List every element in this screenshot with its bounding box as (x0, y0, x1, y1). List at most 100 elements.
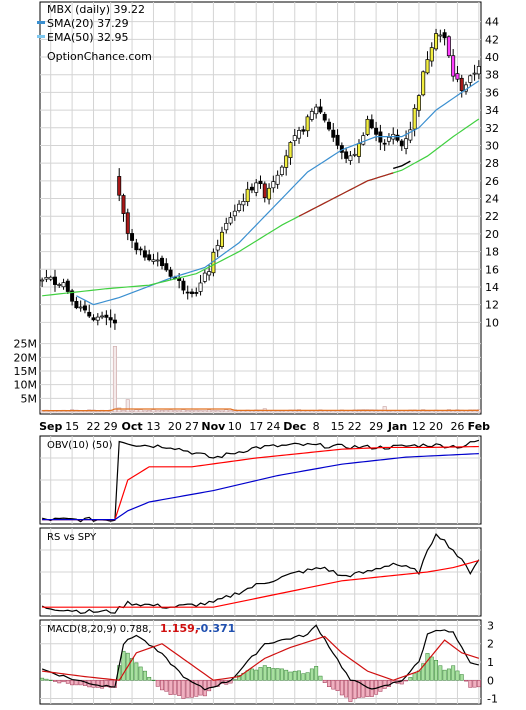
macd-histogram-bar (357, 680, 361, 698)
volume-bar (207, 409, 212, 413)
macd-histogram-bar (309, 668, 314, 681)
x-axis-label: 26 (450, 420, 464, 433)
candle-body (416, 95, 421, 111)
volume-bar (130, 410, 135, 413)
candle-body (138, 248, 143, 251)
candle-body (352, 153, 357, 156)
candle-body (155, 259, 160, 262)
macd-histogram-bar (382, 680, 387, 689)
macd-histogram-bar (237, 674, 242, 681)
candle-body (70, 290, 75, 302)
candle-body (95, 316, 100, 321)
candle-body (361, 135, 366, 145)
price-y-tick-label: 42 (485, 33, 499, 46)
macd-histogram-bar (352, 680, 357, 700)
macd-histogram-bar (348, 680, 353, 702)
volume-average-line (42, 408, 479, 412)
volume-bar (172, 410, 177, 413)
macd-histogram-bar (48, 679, 53, 681)
macd-histogram-bar (70, 680, 75, 686)
macd-signal-line (42, 635, 480, 681)
candle-body (288, 142, 293, 158)
volume-bar (121, 409, 126, 413)
volume-bar (160, 410, 165, 413)
price-y-tick-label: 20 (485, 228, 499, 241)
candle-body (472, 72, 477, 75)
macd-histogram-bar (421, 663, 426, 681)
candle-body (425, 59, 430, 74)
candle-body (455, 73, 460, 80)
macd-histogram-bar (185, 680, 190, 698)
x-axis-label: 24 (266, 420, 280, 433)
macd-histogram-bar (301, 673, 306, 681)
candle-body (434, 33, 439, 50)
x-axis-label: 20 (429, 420, 443, 433)
candle-body (348, 155, 353, 161)
ema50-black-segment (393, 160, 411, 170)
macd-histogram-bar (327, 680, 331, 687)
x-axis-label: 17 (249, 420, 263, 433)
legend-label: SMA(20) 37.29 (47, 17, 129, 30)
candle-body (151, 259, 156, 262)
candle-body (112, 319, 117, 324)
candle-body (309, 111, 314, 120)
macd-histogram-bar (305, 672, 310, 681)
x-axis-label: 29 (104, 420, 118, 433)
macd-histogram-bar (258, 667, 263, 681)
macd-histogram-bar (65, 680, 70, 684)
candle-body (451, 55, 456, 77)
candle-body (194, 292, 199, 294)
candle-body (65, 280, 70, 292)
volume-y-tick-label: 10M (14, 379, 38, 392)
macd-histogram-bar (331, 680, 336, 690)
x-axis-label: 20 (168, 420, 182, 433)
volume-bar (386, 410, 391, 413)
candle-body (121, 195, 126, 214)
candle-body (318, 106, 323, 113)
macd-histogram-bar (74, 680, 79, 686)
candle-body (228, 217, 233, 224)
macd-histogram-bar (254, 669, 259, 681)
candle-body (262, 183, 267, 199)
candle-body (164, 263, 169, 271)
macd-histogram-bar (416, 670, 421, 681)
volume-bar (138, 409, 143, 413)
macd-histogram-bar (446, 668, 451, 681)
rs-title: RS vs SPY (47, 532, 97, 543)
macd-histogram-bar (322, 680, 327, 683)
volume-bar (224, 409, 229, 413)
macd-histogram-bar (151, 679, 156, 681)
price-y-tick-label: 30 (485, 139, 499, 152)
macd-histogram-bar (100, 680, 105, 689)
macd-histogram-bar (138, 666, 143, 681)
macd-histogram-bar (455, 670, 460, 681)
candle-body (271, 181, 276, 189)
price-y-tick-label: 12 (485, 299, 499, 312)
candle-body (369, 119, 374, 129)
candle-body (429, 47, 434, 62)
macd-histogram-bar (425, 653, 430, 681)
obv-series-line (42, 453, 479, 521)
candle-body (108, 317, 113, 321)
macd-histogram-bar (314, 666, 319, 681)
x-axis-label: Feb (468, 420, 491, 433)
price-chart-title: MBX (daily) 39.22 (47, 3, 145, 16)
candle-body (181, 280, 186, 291)
macd-histogram-bar (130, 658, 135, 681)
candle-body (404, 138, 409, 149)
volume-bar (194, 409, 199, 413)
macd-y-tick-label: 1 (487, 656, 494, 669)
x-axis-label: 13 (146, 420, 160, 433)
macd-histogram-bar (275, 668, 280, 681)
macd-histogram-bar (53, 680, 57, 682)
candle-body (237, 203, 242, 211)
volume-bar (382, 406, 387, 413)
macd-histogram-bar (318, 675, 323, 681)
volume-bar (202, 410, 207, 413)
candle-body (327, 121, 331, 130)
volume-bar (442, 410, 447, 413)
candle-body (168, 269, 173, 277)
candle-body (254, 182, 259, 193)
candle-body (322, 113, 327, 121)
